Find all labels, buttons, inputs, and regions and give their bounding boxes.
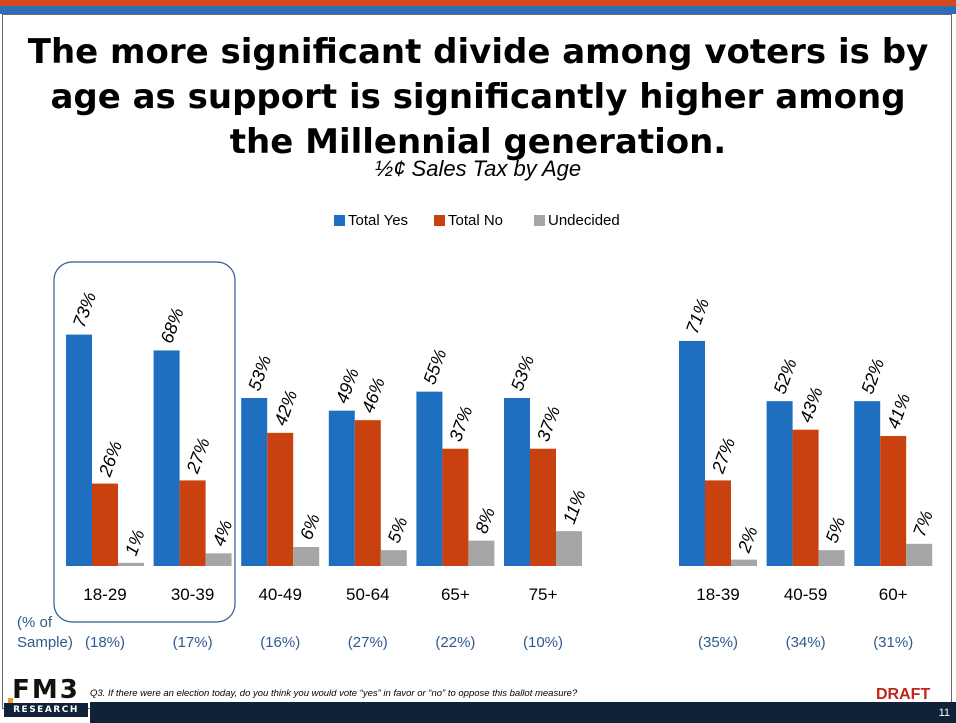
draft-label: DRAFT bbox=[876, 686, 931, 703]
data-label-40-59-series-1: 52% bbox=[770, 356, 801, 397]
data-label-50-64-series-3: 5% bbox=[384, 514, 412, 545]
bar-50-64-series-3 bbox=[380, 550, 407, 566]
highlight-box bbox=[53, 261, 236, 623]
legend-swatch-3 bbox=[534, 215, 545, 226]
data-label-18-29-series-3: 1% bbox=[121, 527, 149, 558]
sample-size-40-59: (34%) bbox=[786, 634, 826, 651]
category-label-18-29: 18-29 bbox=[83, 585, 126, 604]
bar-40-49-series-2 bbox=[267, 432, 294, 566]
sample-label-line1: (% of bbox=[17, 614, 53, 631]
data-label-65+-series-3: 8% bbox=[471, 505, 499, 536]
page-number: 11 bbox=[938, 707, 950, 719]
slide-title: The more significant divide among voters… bbox=[27, 32, 929, 162]
bar-30-39-series-1 bbox=[153, 350, 180, 566]
bar-40-59-series-1 bbox=[766, 401, 793, 566]
bar-18-39-series-3 bbox=[731, 559, 757, 566]
data-label-75+-series-2: 37% bbox=[533, 403, 564, 444]
category-label-60+: 60+ bbox=[879, 585, 908, 604]
sample-size-18-39: (35%) bbox=[698, 634, 738, 651]
data-label-18-39-series-2: 27% bbox=[708, 435, 739, 477]
data-label-30-39-series-1: 68% bbox=[157, 305, 188, 346]
legend-label-1: Total Yes bbox=[348, 212, 408, 229]
sample-size-65+: (22%) bbox=[435, 634, 475, 651]
data-label-30-39-series-2: 27% bbox=[182, 435, 213, 477]
data-label-50-64-series-1: 49% bbox=[332, 365, 363, 406]
category-label-75+: 75+ bbox=[529, 585, 558, 604]
data-label-60+-series-1: 52% bbox=[857, 356, 888, 397]
data-label-60+-series-3: 7% bbox=[909, 508, 937, 539]
bar-65+-series-3 bbox=[468, 540, 495, 566]
bar-75+-series-3 bbox=[556, 531, 582, 566]
data-label-18-39-series-3: 2% bbox=[734, 524, 762, 556]
data-label-18-29-series-1: 73% bbox=[69, 289, 100, 330]
category-label-40-59: 40-59 bbox=[784, 585, 827, 604]
top-accent-bar-blue bbox=[0, 6, 956, 14]
sample-size-40-49: (16%) bbox=[260, 634, 300, 651]
category-label-18-39: 18-39 bbox=[696, 585, 739, 604]
logo-wordmark: FM3 bbox=[12, 675, 80, 705]
data-label-40-59-series-3: 5% bbox=[822, 514, 850, 545]
bar-65+-series-1 bbox=[416, 391, 443, 566]
data-label-60+-series-2: 41% bbox=[883, 391, 914, 432]
bar-65+-series-2 bbox=[442, 448, 469, 566]
bar-30-39-series-3 bbox=[205, 553, 232, 566]
bar-30-39-series-2 bbox=[179, 480, 206, 566]
bar-60+-series-3 bbox=[906, 543, 933, 566]
fm3-logo: FM3 RESEARCH bbox=[4, 676, 88, 720]
bar-18-29-series-3 bbox=[118, 562, 144, 566]
category-label-30-39: 30-39 bbox=[171, 585, 214, 604]
logo-subtitle: RESEARCH bbox=[4, 703, 88, 717]
sample-size-18-29: (18%) bbox=[85, 634, 125, 651]
category-label-40-49: 40-49 bbox=[258, 585, 301, 604]
legend-swatch-2 bbox=[434, 215, 445, 226]
legend-swatch-1 bbox=[334, 215, 345, 226]
bar-75+-series-2 bbox=[530, 448, 556, 566]
bar-40-49-series-1 bbox=[241, 397, 268, 566]
data-label-65+-series-1: 55% bbox=[419, 346, 450, 387]
data-label-40-49-series-1: 53% bbox=[244, 353, 275, 394]
legend-label-2: Total No bbox=[448, 212, 503, 229]
chart-subtitle: ½¢ Sales Tax by Age bbox=[374, 156, 582, 181]
logo-accent-dot bbox=[8, 698, 13, 703]
bar-75+-series-1 bbox=[504, 397, 530, 566]
bar-18-39-series-2 bbox=[705, 480, 731, 566]
sample-size-50-64: (27%) bbox=[348, 634, 388, 651]
footer-bar bbox=[90, 702, 956, 723]
sample-size-60+: (31%) bbox=[873, 634, 913, 651]
question-footnote: Q3. If there were an election today, do … bbox=[90, 688, 578, 699]
data-label-50-64-series-2: 46% bbox=[358, 375, 389, 416]
data-label-40-49-series-3: 6% bbox=[296, 511, 324, 542]
bar-18-39-series-1 bbox=[679, 340, 705, 566]
bar-60+-series-2 bbox=[880, 436, 907, 566]
bar-60+-series-1 bbox=[854, 401, 881, 566]
category-label-65+: 65+ bbox=[441, 585, 470, 604]
bar-40-59-series-3 bbox=[818, 550, 845, 566]
bar-40-59-series-2 bbox=[792, 429, 819, 566]
legend-label-3: Undecided bbox=[548, 212, 620, 229]
bar-18-29-series-1 bbox=[66, 334, 92, 566]
bar-50-64-series-2 bbox=[354, 420, 381, 566]
sample-size-75+: (10%) bbox=[523, 634, 563, 651]
bar-18-29-series-2 bbox=[92, 483, 118, 566]
sample-label-line2: Sample) bbox=[17, 634, 73, 651]
data-label-40-59-series-2: 43% bbox=[796, 384, 827, 425]
data-label-18-29-series-2: 26% bbox=[95, 438, 126, 480]
data-label-75+-series-3: 11% bbox=[559, 487, 590, 526]
bar-50-64-series-1 bbox=[328, 410, 355, 566]
data-label-75+-series-1: 53% bbox=[507, 353, 538, 394]
bar-40-49-series-3 bbox=[293, 546, 320, 566]
category-label-50-64: 50-64 bbox=[346, 585, 389, 604]
data-label-18-39-series-1: 71% bbox=[682, 296, 713, 337]
data-label-30-39-series-3: 4% bbox=[209, 517, 237, 548]
data-label-65+-series-2: 37% bbox=[445, 403, 476, 444]
data-label-40-49-series-2: 42% bbox=[270, 388, 301, 429]
sample-size-30-39: (17%) bbox=[173, 634, 213, 651]
top-accent-bar-orange bbox=[0, 0, 956, 6]
